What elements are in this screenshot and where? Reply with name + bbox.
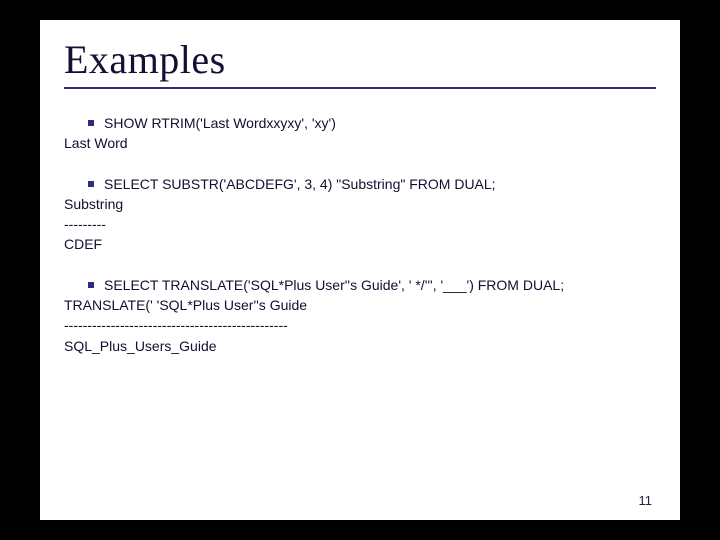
bullet-line: SELECT SUBSTR('ABCDEFG', 3, 4) "Substrin… xyxy=(64,174,656,194)
result-line: Substring xyxy=(64,194,656,214)
example-block: SELECT SUBSTR('ABCDEFG', 3, 4) "Substrin… xyxy=(64,174,656,255)
slide: Examples SHOW RTRIM('Last Wordxxyxy', 'x… xyxy=(40,20,680,520)
result-line: ----------------------------------------… xyxy=(64,315,656,335)
bullet-text: SELECT SUBSTR('ABCDEFG', 3, 4) "Substrin… xyxy=(104,174,496,194)
result-line: CDEF xyxy=(64,234,656,254)
example-block: SHOW RTRIM('Last Wordxxyxy', 'xy') Last … xyxy=(64,113,656,154)
slide-body: SHOW RTRIM('Last Wordxxyxy', 'xy') Last … xyxy=(64,113,656,356)
result-line: SQL_Plus_Users_Guide xyxy=(64,336,656,356)
result-line: Last Word xyxy=(64,133,656,153)
bullet-icon xyxy=(88,282,94,288)
page-number: 11 xyxy=(639,493,653,508)
bullet-text: SELECT TRANSLATE('SQL*Plus User''s Guide… xyxy=(104,275,564,295)
bullet-line: SELECT TRANSLATE('SQL*Plus User''s Guide… xyxy=(64,275,656,295)
bullet-icon xyxy=(88,120,94,126)
bullet-text: SHOW RTRIM('Last Wordxxyxy', 'xy') xyxy=(104,113,336,133)
bullet-line: SHOW RTRIM('Last Wordxxyxy', 'xy') xyxy=(64,113,656,133)
title-rule xyxy=(64,87,656,89)
bullet-icon xyxy=(88,181,94,187)
result-line: --------- xyxy=(64,214,656,234)
example-block: SELECT TRANSLATE('SQL*Plus User''s Guide… xyxy=(64,275,656,356)
result-line: TRANSLATE(' 'SQL*Plus User''s Guide xyxy=(64,295,656,315)
page-title: Examples xyxy=(64,36,656,83)
